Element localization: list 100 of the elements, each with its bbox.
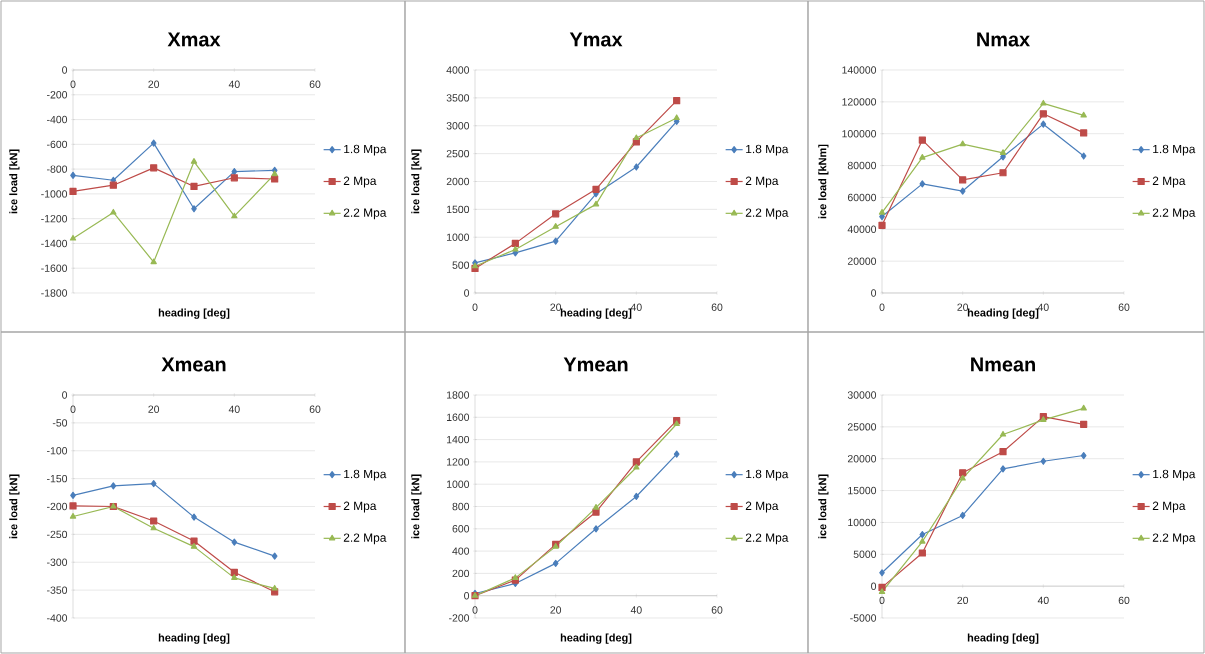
y-tick-label: 20000 — [847, 455, 877, 463]
y-tick-label: 800 — [452, 502, 470, 511]
y-tick-label: 0 — [62, 391, 68, 399]
y-axis-title: ice load [kNm] — [818, 144, 829, 219]
legend-label: 1.8 Mpa — [746, 144, 789, 156]
y-tick-label: -100 — [47, 447, 68, 455]
x-axis-title: heading [deg] — [560, 308, 632, 319]
x-tick-label: 0 — [879, 596, 885, 605]
y-tick-label: -1000 — [41, 190, 68, 198]
y-tick-label: 120000 — [842, 98, 877, 106]
x-tick-label: 0 — [879, 303, 885, 311]
y-tick-label: -400 — [47, 614, 68, 622]
x-tick-label: 40 — [228, 80, 240, 88]
legend-label: 1.8 Mpa — [344, 144, 387, 156]
x-tick-label: 40 — [630, 303, 642, 311]
x-tick-label: 20 — [957, 303, 969, 311]
y-tick-label: 4000 — [446, 66, 470, 74]
y-tick-label: -250 — [47, 530, 68, 539]
chart-title: Xmax — [167, 32, 221, 47]
x-axis-title: heading [deg] — [967, 308, 1039, 319]
legend-label: 2 Mpa — [1152, 501, 1186, 513]
y-tick-label: 3500 — [446, 94, 470, 102]
y-tick-label: 140000 — [842, 66, 877, 74]
y-tick-label: 20000 — [847, 257, 877, 265]
x-tick-label: 40 — [1037, 303, 1049, 311]
y-tick-label: -150 — [47, 474, 68, 483]
y-tick-label: -300 — [47, 558, 68, 566]
y-tick-label: -1400 — [41, 239, 68, 248]
legend-label: 2.2 Mpa — [1152, 208, 1196, 220]
y-tick-label: -1200 — [41, 214, 68, 223]
y-axis-title: ice load [kN] — [411, 474, 422, 539]
y-tick-label: 1800 — [447, 391, 470, 399]
legend-label: 2.2 Mpa — [745, 533, 789, 545]
legend-label: 1.8 Mpa — [1153, 144, 1196, 156]
y-tick-label: 25000 — [847, 423, 877, 431]
x-tick-label: 20 — [148, 405, 160, 413]
y-tick-label: 1600 — [447, 413, 470, 422]
legend-label: 2 Mpa — [745, 176, 779, 188]
y-tick-label: 5000 — [853, 550, 877, 558]
x-tick-label: 0 — [70, 405, 76, 413]
y-tick-label: -200 — [47, 91, 68, 99]
x-tick-label: 0 — [472, 606, 478, 614]
y-tick-label: -800 — [47, 165, 68, 173]
y-tick-label: -200 — [47, 502, 68, 511]
y-tick-label: -1800 — [41, 289, 68, 297]
x-tick-label: 40 — [228, 405, 240, 413]
y-axis-title: ice load [kN] — [9, 149, 20, 214]
x-tick-label: 20 — [550, 303, 562, 311]
x-tick-label: 60 — [711, 606, 723, 614]
legend-label: 2 Mpa — [343, 176, 377, 188]
x-tick-label: 20 — [957, 596, 969, 605]
chart-title: Nmax — [977, 32, 1030, 47]
chart-title: Ymax — [569, 32, 623, 47]
y-tick-label: -400 — [47, 115, 68, 124]
y-tick-label: 40000 — [847, 225, 877, 233]
y-tick-label: -5000 — [850, 614, 877, 622]
x-tick-label: 60 — [309, 405, 321, 413]
y-tick-label: 2500 — [446, 149, 470, 158]
y-tick-label: 1500 — [447, 205, 470, 214]
x-axis-title: heading [deg] — [158, 308, 230, 319]
x-tick-label: 40 — [1037, 596, 1049, 605]
y-tick-label: 10000 — [848, 518, 877, 527]
legend-label: 2.2 Mpa — [745, 208, 789, 220]
legend-label: 2.2 Mpa — [1152, 533, 1196, 545]
x-axis-title: heading [deg] — [967, 633, 1039, 644]
y-axis-title: ice load [kN] — [9, 474, 20, 539]
y-tick-label: 3000 — [446, 122, 470, 130]
y-tick-label: 200 — [452, 569, 470, 578]
y-tick-label: 100000 — [842, 130, 877, 138]
chart-title: Nmean — [971, 357, 1035, 372]
legend-label: 1.8 Mpa — [1153, 469, 1196, 481]
y-tick-label: 500 — [452, 261, 470, 269]
x-tick-label: 60 — [309, 80, 321, 88]
legend-label: 1.8 Mpa — [344, 469, 387, 481]
x-tick-label: 60 — [711, 303, 723, 311]
x-tick-label: 20 — [148, 80, 160, 88]
y-tick-label: 1200 — [447, 458, 470, 466]
y-tick-label: 1000 — [447, 480, 470, 488]
y-tick-label: 1000 — [447, 233, 470, 241]
y-tick-label: 15000 — [848, 486, 877, 495]
y-tick-label: 60000 — [847, 193, 877, 202]
y-tick-label: 30000 — [847, 391, 877, 399]
x-tick-label: 40 — [630, 606, 642, 614]
legend-label: 1.8 Mpa — [746, 469, 789, 481]
x-tick-label: 0 — [70, 80, 76, 88]
chart-title: Ymean — [563, 357, 628, 372]
y-tick-label: 0 — [62, 66, 68, 74]
y-tick-label: -350 — [47, 586, 68, 594]
y-tick-label: -1600 — [41, 264, 68, 272]
x-tick-label: 20 — [550, 606, 562, 614]
legend-label: 2 Mpa — [745, 501, 779, 513]
y-axis-title: ice load [kN] — [411, 149, 422, 214]
legend-label: 2 Mpa — [1152, 176, 1186, 188]
legend-label: 2 Mpa — [343, 501, 377, 513]
y-tick-label: 0 — [464, 289, 470, 297]
y-tick-label: 2000 — [446, 177, 470, 186]
x-tick-label: 60 — [1118, 303, 1130, 311]
y-tick-label: 0 — [871, 289, 877, 297]
x-tick-label: 60 — [1118, 596, 1130, 605]
y-tick-label: 400 — [452, 547, 470, 555]
